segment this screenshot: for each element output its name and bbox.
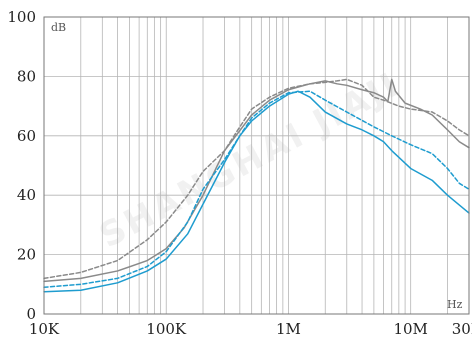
y-tick-label: 100 — [7, 8, 36, 26]
series-line-2 — [43, 78, 470, 280]
y-tick-label: 60 — [17, 127, 36, 145]
series-group — [43, 78, 470, 293]
series-line-1 — [43, 78, 470, 283]
plot-frame — [43, 16, 470, 315]
series-line-4 — [43, 90, 470, 289]
y-tick-label: 80 — [17, 67, 36, 85]
grid — [44, 17, 469, 314]
x-tick-label: 10M — [393, 320, 427, 338]
x-tick-label: 100K — [146, 320, 187, 338]
x-tick-label: 1M — [276, 320, 301, 338]
y-tick-label: 20 — [17, 246, 36, 264]
watermark-text: SHANGHAI JIAJI — [93, 64, 407, 256]
x-tick-label: 30M — [452, 320, 472, 338]
y-tick-label: 0 — [26, 305, 36, 323]
y-unit-label: dB — [51, 21, 66, 34]
y-tick-label: 40 — [17, 186, 36, 204]
x-tick-label: 10K — [29, 320, 60, 338]
x-unit-label: Hz — [447, 298, 463, 311]
axes: 0 20 40 60 80 100 10K 100K 1M 10M 30M — [7, 8, 472, 338]
